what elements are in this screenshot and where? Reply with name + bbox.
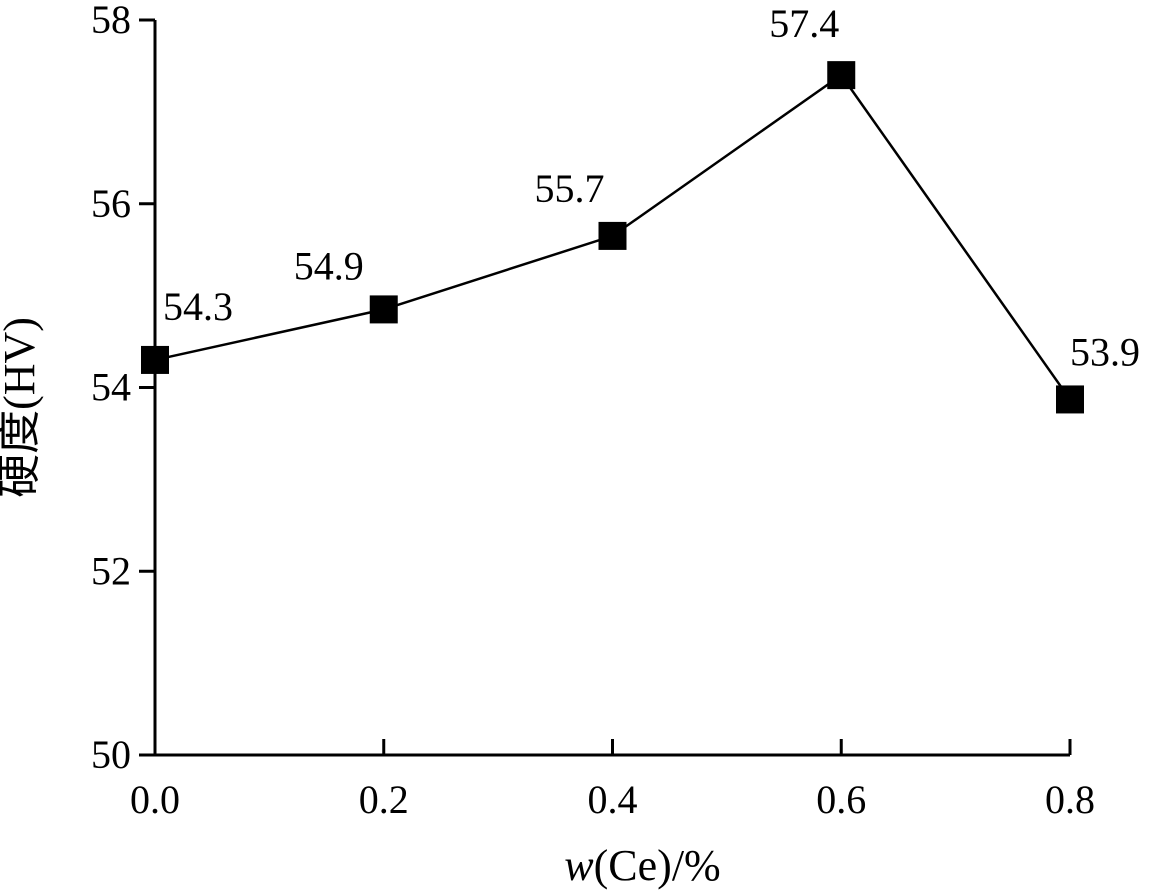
axes [153,20,1070,757]
x-axis-title-variable: w [564,841,594,890]
x-tick-label: 0.6 [816,777,866,822]
data-label: 55.7 [535,166,605,211]
series: 54.3 54.9 55.7 57.4 53.9 [141,1,1140,414]
data-label: 53.9 [1070,329,1140,374]
y-tick-label: 54 [91,365,131,410]
x-axis-title-rest: (Ce)/% [594,841,721,890]
y-tick-label: 58 [91,0,131,42]
data-label: 54.3 [163,284,233,329]
data-point-marker [141,345,169,374]
data-point-marker [369,295,398,324]
y-tick-label: 52 [91,548,131,593]
y-ticks: 50 52 54 56 58 [91,0,155,777]
x-tick-label: 0.4 [588,777,638,822]
x-tick-label: 0.2 [359,777,409,822]
x-axis-title: w(Ce)/% [564,841,720,890]
y-axis-title: 硬度(HV) [0,317,44,498]
y-tick-label: 50 [91,732,131,777]
x-tick-label: 0.0 [130,777,180,822]
data-label: 57.4 [769,1,839,46]
x-ticks: 0.0 0.2 0.4 0.6 0.8 [130,739,1095,822]
data-point-marker [1056,385,1084,414]
data-point-marker [827,61,856,90]
data-label: 54.9 [294,243,364,288]
y-tick-label: 56 [91,181,131,226]
x-tick-label: 0.8 [1045,777,1095,822]
data-point-marker [598,221,627,250]
